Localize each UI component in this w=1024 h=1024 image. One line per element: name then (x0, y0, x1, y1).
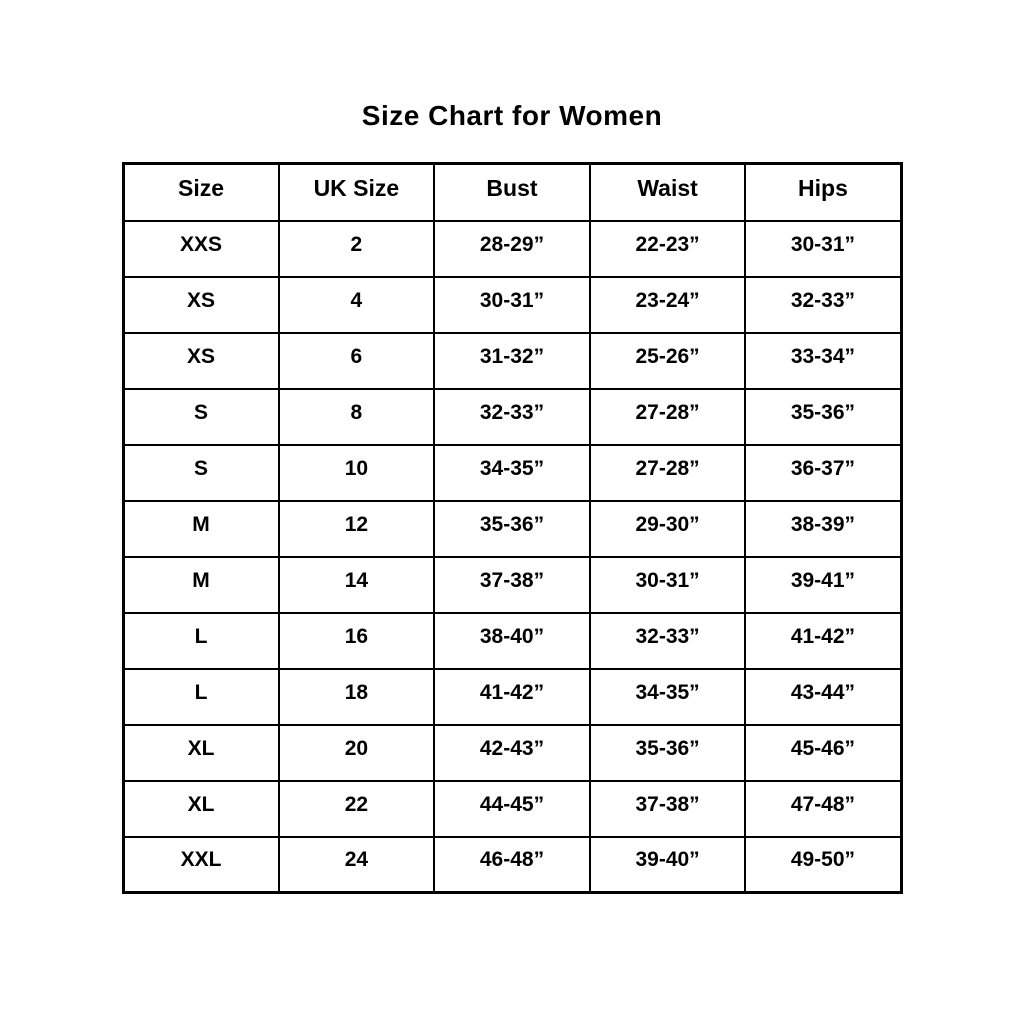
header-row: Size UK Size Bust Waist Hips (122, 162, 902, 222)
table-row: S 10 34-35” 27-28” 36-37” (122, 443, 902, 502)
table-cell: 39-40” (588, 835, 747, 894)
table-cell: 33-34” (744, 331, 902, 390)
table-row: M 14 37-38” 30-31” 39-41” (122, 555, 902, 614)
table-cell: 36-37” (744, 443, 902, 502)
table-cell: 12 (277, 499, 436, 558)
table-cell: XS (122, 331, 280, 390)
table-cell: 20 (277, 723, 436, 782)
table-cell: 4 (277, 275, 436, 334)
header-cell-waist: Waist (588, 162, 747, 222)
table-cell: 16 (277, 611, 436, 670)
table-row: L 18 41-42” 34-35” 43-44” (122, 667, 902, 726)
table-cell: 27-28” (588, 443, 747, 502)
table-cell: 32-33” (744, 275, 902, 334)
table-cell: 31-32” (433, 331, 591, 390)
table-cell: 41-42” (433, 667, 591, 726)
table-cell: XL (122, 723, 280, 782)
table-cell: 44-45” (433, 779, 591, 838)
table-cell: XL (122, 779, 280, 838)
table-cell: 10 (277, 443, 436, 502)
table-row: XXL 24 46-48” 39-40” 49-50” (122, 835, 902, 894)
table-cell: S (122, 443, 280, 502)
table-cell: L (122, 611, 280, 670)
table-cell: 32-33” (433, 387, 591, 446)
table-cell: 25-26” (588, 331, 747, 390)
table-cell: 39-41” (744, 555, 902, 614)
table-row: XS 6 31-32” 25-26” 33-34” (122, 331, 902, 390)
table-cell: 34-35” (433, 443, 591, 502)
page-title: Size Chart for Women (361, 100, 663, 131)
table-cell: 6 (277, 331, 436, 390)
table-cell: 30-31” (744, 219, 902, 278)
table-cell: 46-48” (433, 835, 591, 894)
table-cell: 32-33” (588, 611, 747, 670)
table-cell: XS (122, 275, 280, 334)
size-chart-table: Size UK Size Bust Waist Hips XXS 2 28-29” 2… (121, 162, 903, 894)
table-cell: 35-36” (433, 499, 591, 558)
table-cell: 37-38” (433, 555, 591, 614)
table-cell: 23-24” (588, 275, 747, 334)
table-cell: 30-31” (588, 555, 747, 614)
table-cell: 47-48” (744, 779, 902, 838)
table-row: S 8 32-33” 27-28” 35-36” (122, 387, 902, 446)
table-cell: XXL (122, 835, 280, 894)
table-row: M 12 35-36” 29-30” 38-39” (122, 499, 902, 558)
table-row: XS 4 30-31” 23-24” 32-33” (122, 275, 902, 334)
table-body: XXS 2 28-29” 22-23” 30-31” XS 4 30-31” 23-24” 32-… (122, 219, 902, 894)
table-cell: 38-39” (744, 499, 902, 558)
header-cell-size: Size (122, 162, 280, 222)
header-cell-bust: Bust (433, 162, 591, 222)
table-row: XL 20 42-43” 35-36” 45-46” (122, 723, 902, 782)
table-row: L 16 38-40” 32-33” 41-42” (122, 611, 902, 670)
table-cell: 41-42” (744, 611, 902, 670)
table-cell: 29-30” (588, 499, 747, 558)
table-cell: 8 (277, 387, 436, 446)
table-cell: 34-35” (588, 667, 747, 726)
table-cell: XXS (122, 219, 280, 278)
header-cell-uk-size: UK Size (277, 162, 436, 222)
table-cell: 27-28” (588, 387, 747, 446)
table-cell: 24 (277, 835, 436, 894)
table-cell: 38-40” (433, 611, 591, 670)
table-cell: M (122, 555, 280, 614)
table-cell: 30-31” (433, 275, 591, 334)
table-cell: 49-50” (744, 835, 902, 894)
table-cell: 22-23” (588, 219, 747, 278)
table-cell: 43-44” (744, 667, 902, 726)
table-cell: 28-29” (433, 219, 591, 278)
table-cell: 45-46” (744, 723, 902, 782)
table-cell: 35-36” (588, 723, 747, 782)
table-header: Size UK Size Bust Waist Hips (122, 162, 902, 222)
table-cell: 18 (277, 667, 436, 726)
table-cell: 35-36” (744, 387, 902, 446)
table-row: XXS 2 28-29” 22-23” 30-31” (122, 219, 902, 278)
table-cell: 37-38” (588, 779, 747, 838)
table-cell: L (122, 667, 280, 726)
table-cell: 2 (277, 219, 436, 278)
table-cell: M (122, 499, 280, 558)
table-cell: 42-43” (433, 723, 591, 782)
header-cell-hips: Hips (744, 162, 902, 222)
table-cell: 14 (277, 555, 436, 614)
table-cell: 22 (277, 779, 436, 838)
table-row: XL 22 44-45” 37-38” 47-48” (122, 779, 902, 838)
table-cell: S (122, 387, 280, 446)
